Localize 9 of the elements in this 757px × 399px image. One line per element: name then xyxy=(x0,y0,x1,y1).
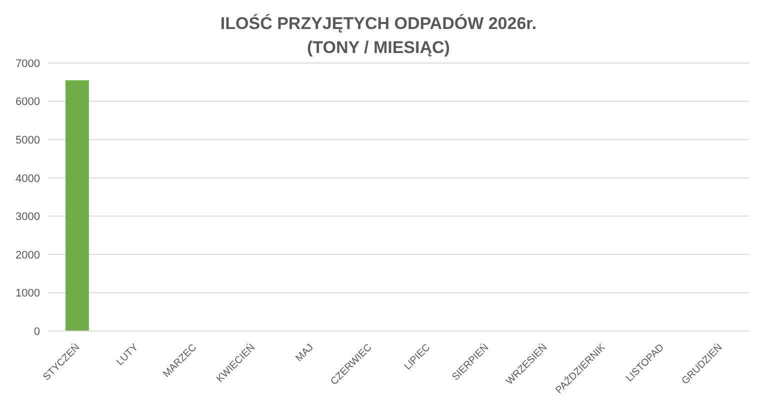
y-tick-label: 1000 xyxy=(16,288,40,300)
y-tick-label: 6000 xyxy=(16,96,40,108)
chart-title: ILOŚĆ PRZYJĘTYCH ODPADÓW 2026r. (TONY / MIESIĄC) xyxy=(219,13,538,57)
y-tick-label: 2000 xyxy=(16,249,40,262)
y-tick-label: 3000 xyxy=(16,211,40,224)
y-tick-label: 4000 xyxy=(16,172,40,185)
y-tick-label: 0 xyxy=(34,326,40,338)
y-tick-label: 7000 xyxy=(16,58,40,70)
y-tick-label: 5000 xyxy=(16,134,40,146)
